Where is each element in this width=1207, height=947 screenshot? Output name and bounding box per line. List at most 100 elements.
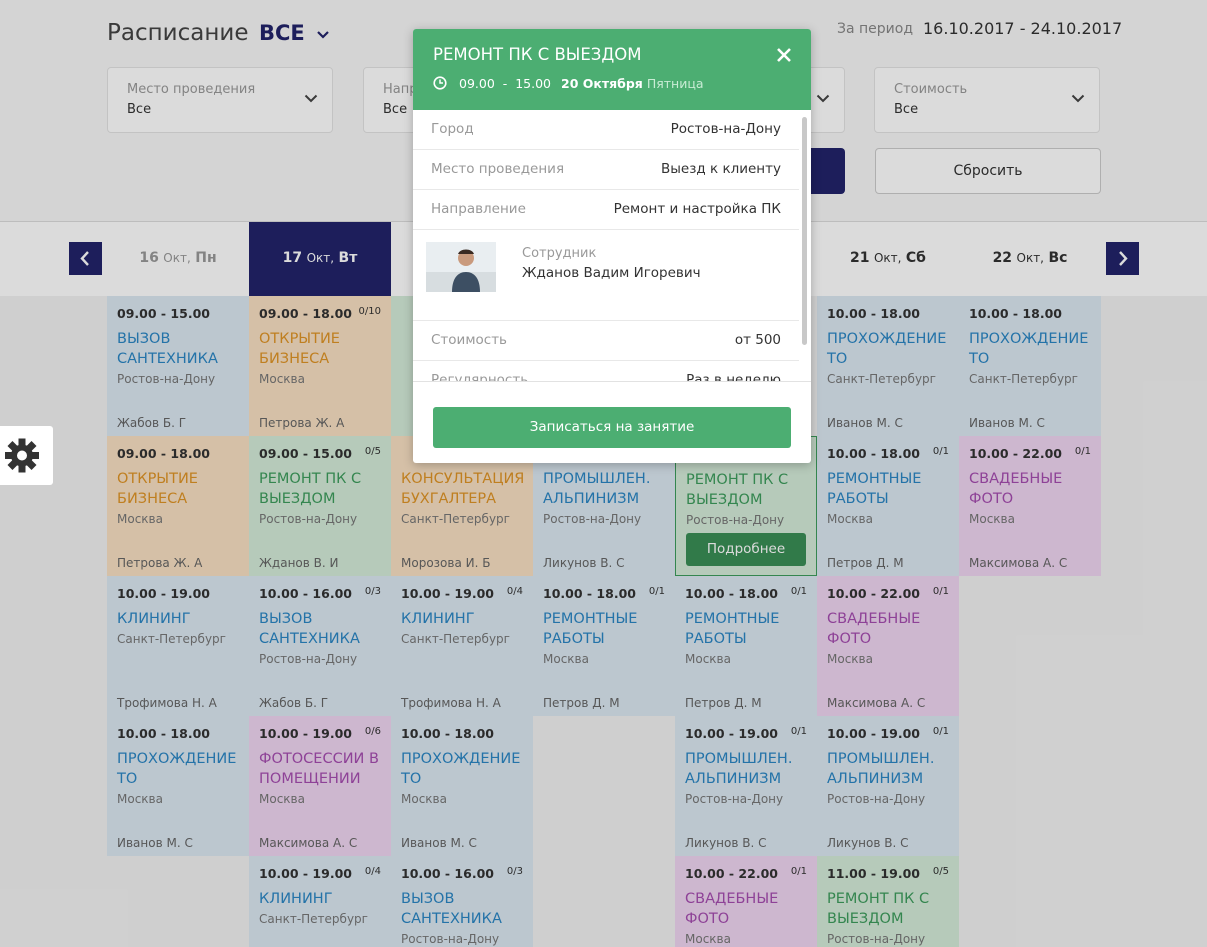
event-city: Москва	[259, 792, 305, 806]
event-person: Иванов М. С	[969, 416, 1045, 430]
event-time: 10.00 - 22.00	[685, 866, 778, 881]
event-title: СВАДЕБНЫЕ ФОТО	[685, 891, 779, 927]
detail-label: Регулярность	[431, 372, 529, 381]
day-month: Окт,	[873, 251, 902, 265]
event-title: КОНСУЛЬТАЦИЯ БУХГАЛТЕРА	[401, 471, 525, 507]
modal-time: 09.00 - 15.00	[459, 76, 551, 91]
day-header[interactable]: 22 Окт, Вс	[959, 222, 1101, 296]
filter[interactable]: Стоимость Все	[874, 67, 1100, 133]
event-time: 10.00 - 16.00	[401, 866, 494, 881]
event-card[interactable]: 10.00 - 22.00 0/1 СВАДЕБНЫЕ ФОТО Москва Макс…	[817, 576, 959, 716]
event-time: 10.00 - 18.00	[685, 586, 778, 601]
event-card[interactable]: 09.00 - 15.00 0/5 РЕМОНТ ПК С ВЫЕЗДОМ Росто…	[249, 436, 391, 576]
gear-icon	[5, 438, 39, 473]
event-person: Иванов М. С	[117, 836, 193, 850]
event-card[interactable]: 10.00 - 18.00 0/1 РЕМОНТНЫЕ РАБОТЫ Москва Пе…	[533, 576, 675, 716]
event-card[interactable]: 09.00 - 15.00 ВЫЗОВ САНТЕХНИКА Ростов-на-Д…	[107, 296, 249, 436]
prev-arrow[interactable]	[69, 242, 102, 275]
event-card[interactable]: 10.00 - 18.00 ПРОХОЖДЕНИЕ ТО Санкт-Петербу…	[959, 296, 1101, 436]
day-weekday: Вс	[1048, 250, 1068, 266]
event-time: 09.00 - 15.00	[259, 446, 352, 461]
modal-date-line: 20 Октября Пятница	[561, 76, 704, 91]
event-card[interactable]: 10.00 - 19.00 0/1 ПРОМЫШЛЕН. АЛЬПИНИЗМ Рост…	[817, 716, 959, 856]
event-title: ВЫЗОВ САНТЕХНИКА	[117, 331, 218, 367]
detail-row: Направление Ремонт и настройка ПК	[413, 190, 799, 230]
day-header[interactable]: 16 Окт, Пн	[107, 222, 249, 296]
event-card[interactable]: 10.00 - 19.00 0/4 КЛИНИНГ Санкт-Петербург Тр…	[391, 576, 533, 716]
day-header[interactable]: 21 Окт, Сб	[817, 222, 959, 296]
event-card[interactable]: 11.00 - 19.00 0/5 РЕМОНТ ПК С ВЫЕЗДОМ Росто…	[817, 856, 959, 947]
next-arrow[interactable]	[1106, 242, 1139, 275]
event-time: 10.00 - 18.00	[969, 306, 1062, 321]
day-weekday: Пн	[195, 250, 217, 266]
event-person: Петров Д. М	[827, 556, 904, 570]
event-time: 10.00 - 18.00	[401, 726, 494, 741]
settings-tab[interactable]	[0, 426, 53, 485]
chevron	[304, 94, 318, 103]
event-count: 0/1	[932, 586, 949, 597]
detail-row: Регулярность Раз в неделю	[413, 361, 799, 381]
event-person: Максимова А. С	[969, 556, 1068, 570]
employee-photo	[426, 242, 496, 292]
event-person: Петров Д. М	[685, 696, 762, 710]
event-person: Жабов Б. Г	[117, 416, 187, 430]
arrow-icon	[1119, 251, 1128, 266]
event-card[interactable]: 10.00 - 19.00 0/1 ПРОМЫШЛЕН. АЛЬПИНИЗМ Рост…	[675, 716, 817, 856]
detail-value: Ремонт и настройка ПК	[613, 201, 781, 217]
day-month: Окт,	[1016, 251, 1045, 265]
event-card[interactable]: 10.00 - 22.00 0/1 СВАДЕБНЫЕ ФОТО Москва Макс…	[959, 436, 1101, 576]
event-city: Москва	[117, 792, 163, 806]
filter-value: Все	[383, 102, 408, 117]
event-time: 10.00 - 16.00	[259, 586, 352, 601]
details-button[interactable]: Подробнее	[686, 533, 806, 566]
event-count: 0/6	[364, 726, 381, 737]
event-city: Ростов-на-Дону	[685, 792, 784, 806]
employee: Сотрудник Жданов Вадим Игоревич	[413, 230, 799, 321]
event-title: СВАДЕБНЫЕ ФОТО	[827, 611, 921, 647]
filter[interactable]: Место проведения Все	[107, 67, 333, 133]
event-city: Ростов-на-Дону	[117, 372, 216, 386]
event-title: КЛИНИНГ	[117, 611, 191, 627]
event-card[interactable]: 10.00 - 18.00 ПРОХОЖДЕНИЕ ТО Санкт-Петербу…	[817, 296, 959, 436]
event-card[interactable]: 09.00 - 18.00 ОТКРЫТИЕ БИЗНЕСА Москва Петро…	[107, 436, 249, 576]
enroll-button[interactable]: Записаться на занятие	[433, 407, 791, 448]
day-header[interactable]: 17 Окт, Вт	[249, 222, 391, 296]
event-count: 0/10	[358, 306, 381, 317]
event-city: Ростов-на-Дону	[401, 932, 500, 946]
modal-title: РЕМОНТ ПК С ВЫЕЗДОМ	[433, 45, 642, 64]
event-city: Москва	[969, 512, 1015, 526]
event-time: 10.00 - 19.00	[401, 586, 494, 601]
event-person: Максимова А. С	[259, 836, 358, 850]
event-person: Максимова А. С	[827, 696, 926, 710]
event-card[interactable]: 09.00 - 18.00 0/10 ОТКРЫТИЕ БИЗНЕСА Москва П…	[249, 296, 391, 436]
event-card[interactable]: 10.00 - 18.00 ПРОХОЖДЕНИЕ ТО Москва Иванов …	[107, 716, 249, 856]
event-time: 11.00 - 19.00	[827, 866, 920, 881]
event-card[interactable]: 10.00 - 18.00 ПРОХОЖДЕНИЕ ТО Москва Иванов …	[391, 716, 533, 856]
event-card[interactable]: 10.00 - 19.00 КЛИНИНГ Санкт-Петербург Трофи…	[107, 576, 249, 716]
modal-date: 20 Октября	[561, 76, 643, 91]
event-person: Петрова Ж. А	[117, 556, 203, 570]
event-card[interactable]: 10.00 - 16.00 0/3 ВЫЗОВ САНТЕХНИКА Ростов-н…	[391, 856, 533, 947]
day-weekday: Сб	[905, 250, 926, 266]
event-person: Петрова Ж. А	[259, 416, 345, 430]
event-time: 10.00 - 19.00	[259, 866, 352, 881]
detail-row: Стоимость от 500	[413, 321, 799, 361]
event-card[interactable]: 10.00 - 18.00 0/1 РЕМОНТНЫЕ РАБОТЫ Москва Пе…	[675, 576, 817, 716]
event-card[interactable]: 10.00 - 18.00 0/1 РЕМОНТНЫЕ РАБОТЫ Москва Пе…	[817, 436, 959, 576]
reset-button[interactable]: Сбросить	[875, 148, 1101, 194]
detail-label: Направление	[431, 201, 526, 217]
event-card[interactable]: 10.00 - 22.00 0/1 СВАДЕБНЫЕ ФОТО Москва	[675, 856, 817, 947]
event-title: ВЫЗОВ САНТЕХНИКА	[401, 891, 502, 927]
event-card[interactable]: 10.00 - 19.00 0/4 КЛИНИНГ Санкт-Петербург	[249, 856, 391, 947]
enroll-text: Записаться на занятие	[529, 419, 695, 435]
type-filter[interactable]: ВСЕ	[259, 21, 330, 45]
event-person: Жабов Б. Г	[259, 696, 329, 710]
event-person: Трофимова Н. А	[401, 696, 501, 710]
close-button[interactable]	[775, 46, 793, 64]
detail-value: от 500	[734, 332, 781, 348]
event-card[interactable]: 10.00 - 16.00 0/3 ВЫЗОВ САНТЕХНИКА Ростов-н…	[249, 576, 391, 716]
event-person: Ликунов В. С	[827, 836, 909, 850]
event-card[interactable]: 10.00 - 19.00 0/6 ФОТОСЕССИИ В ПОМЕЩЕНИИ Мо…	[249, 716, 391, 856]
